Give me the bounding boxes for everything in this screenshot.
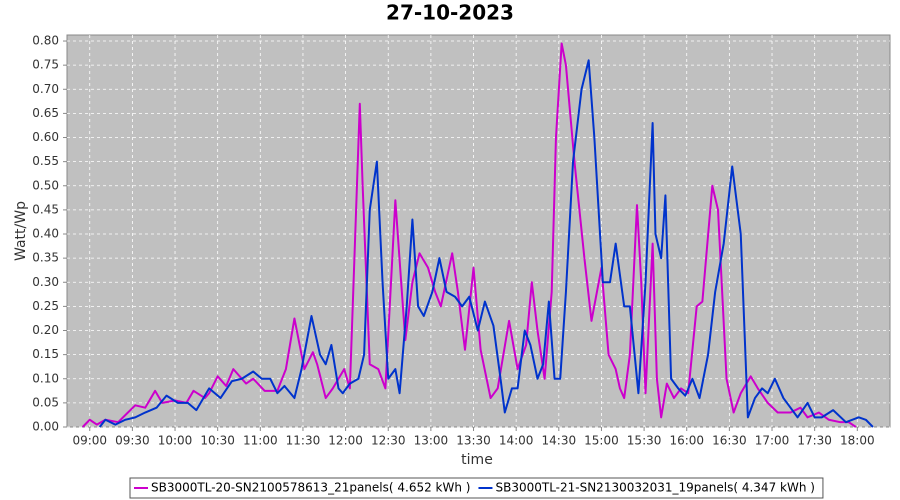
y-tick-label: 0.65 (32, 106, 59, 120)
x-tick-label: 12:00 (328, 434, 363, 448)
x-tick-label: 14:30 (542, 434, 577, 448)
x-tick-label: 17:30 (797, 434, 832, 448)
y-tick-label: 0.60 (32, 130, 59, 144)
x-axis-label: time (461, 452, 493, 468)
y-tick-label: 0.35 (32, 251, 59, 265)
x-tick-label: 11:00 (243, 434, 278, 448)
y-axis-label: Watt/Wp (13, 201, 29, 261)
chart-title: 27-10-2023 (386, 1, 514, 25)
y-tick-label: 0.45 (32, 202, 59, 216)
x-tick-label: 16:00 (669, 434, 704, 448)
y-tick-label: 0.80 (32, 34, 59, 48)
x-tick-label: 11:30 (286, 434, 321, 448)
x-tick-label: 14:00 (499, 434, 534, 448)
y-tick-label: 0.55 (32, 154, 59, 168)
x-tick-label: 09:30 (115, 434, 150, 448)
y-tick-label: 0.10 (32, 371, 59, 385)
y-tick-label: 0.75 (32, 58, 59, 72)
y-tick-label: 0.25 (32, 299, 59, 313)
y-tick-label: 0.30 (32, 275, 59, 289)
x-tick-label: 09:00 (72, 434, 107, 448)
y-tick-label: 0.50 (32, 178, 59, 192)
y-tick-label: 0.05 (32, 395, 59, 409)
x-tick-label: 12:30 (371, 434, 406, 448)
legend-text: SB3000TL-20-SN2100578613_21panels( 4.652… (151, 481, 470, 495)
x-tick-label: 13:30 (456, 434, 491, 448)
y-tick-label: 0.20 (32, 323, 59, 337)
y-tick-label: 0.00 (32, 420, 59, 434)
x-tick-label: 13:00 (414, 434, 449, 448)
x-tick-label: 18:00 (840, 434, 875, 448)
x-tick-label: 10:00 (158, 434, 193, 448)
y-tick-label: 0.70 (32, 82, 59, 96)
legend (129, 477, 824, 499)
y-tick-label: 0.15 (32, 347, 59, 361)
legend-text: SB3000TL-21-SN2130032031_19panels( 4.347… (495, 481, 814, 495)
y-tick-label: 0.40 (32, 227, 59, 241)
series-line (98, 59, 874, 428)
x-tick-label: 17:00 (755, 434, 790, 448)
plot-area (66, 34, 891, 428)
series-line (81, 42, 857, 428)
x-tick-label: 16:30 (712, 434, 747, 448)
x-tick-label: 15:00 (584, 434, 619, 448)
x-tick-label: 10:30 (200, 434, 235, 448)
x-tick-label: 15:30 (627, 434, 662, 448)
